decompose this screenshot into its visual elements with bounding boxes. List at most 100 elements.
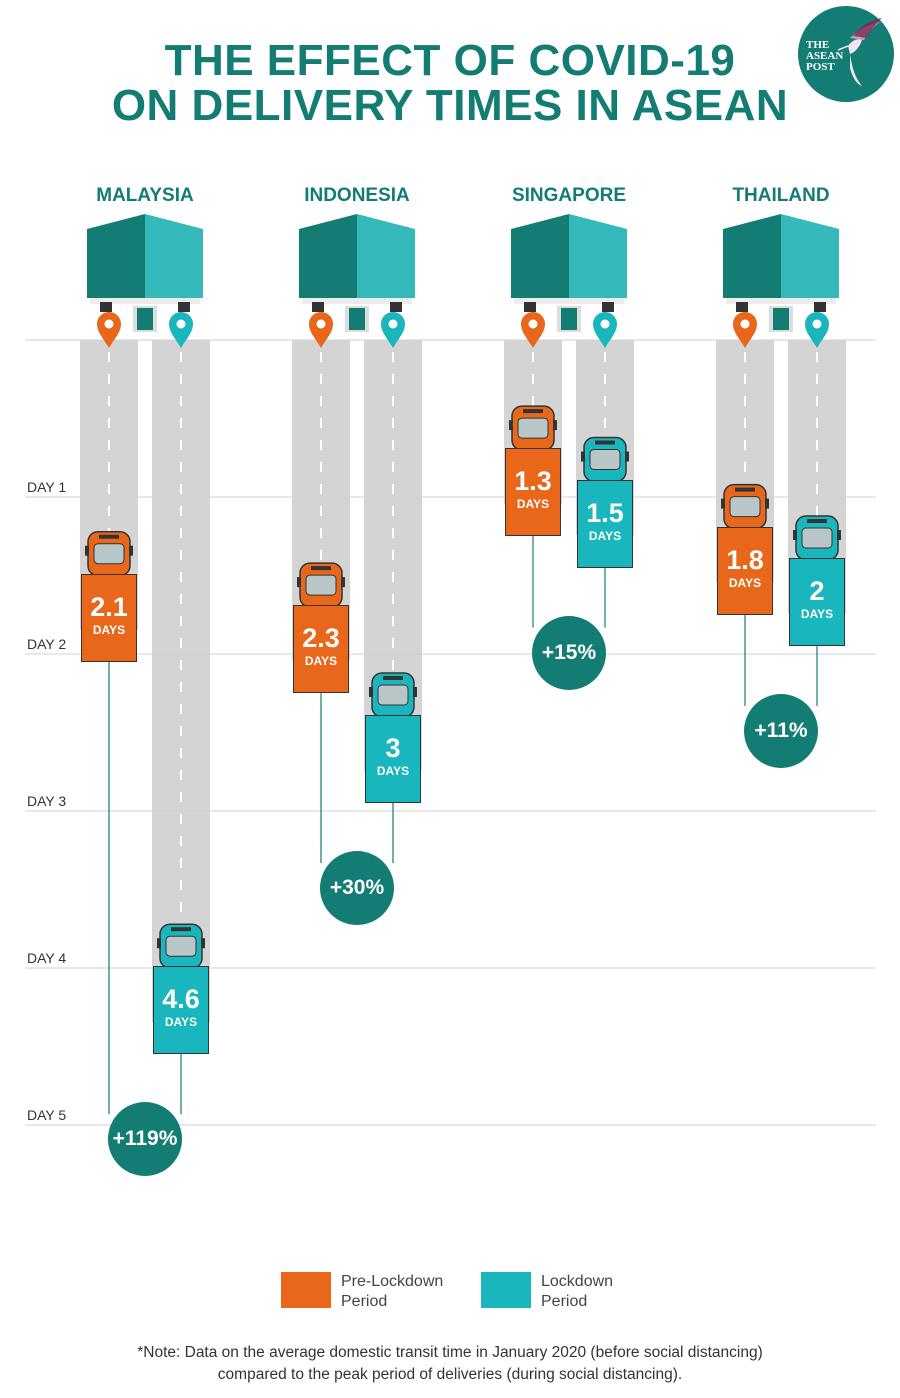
car-mirror-left	[509, 420, 513, 431]
map-pin-hole	[740, 319, 750, 329]
change-badge-singapore: +15%	[532, 615, 606, 690]
car-windshield	[377, 684, 409, 706]
change-badge-malaysia: +119%	[108, 1102, 182, 1177]
value-label: 1.8	[726, 544, 764, 575]
map-pin-shape	[521, 312, 545, 348]
warehouse-window	[390, 302, 402, 312]
map-pin-shape	[97, 312, 121, 348]
location-pin-icon-lock-indonesia	[381, 312, 405, 348]
unit-label: DAYS	[516, 497, 550, 512]
warehouse-roof-left	[723, 214, 781, 298]
value-box-lock-singapore: 1.5 DAYS	[577, 479, 633, 568]
value-label: 2.3	[302, 623, 340, 654]
car-icon-lock-indonesia	[369, 672, 417, 718]
car-windshield	[801, 527, 833, 549]
car-grille	[523, 409, 543, 414]
map-pin-shape	[169, 312, 193, 348]
warehouse-roof-right	[781, 214, 839, 298]
car-mirror-right	[553, 420, 557, 431]
car-grille	[99, 534, 119, 539]
map-pin-shape	[805, 312, 829, 348]
car-mirror-right	[625, 451, 629, 462]
legend-label-lockdown: Lockdown Period	[541, 1272, 613, 1312]
map-pin-hole	[388, 319, 398, 329]
y-tick-label: DAY 3	[27, 793, 67, 809]
legend-swatch-lockdown	[481, 1272, 531, 1308]
warehouse-window	[602, 302, 614, 312]
value-label: 2	[809, 576, 825, 606]
car-icon-pre-singapore	[509, 405, 557, 451]
value-label: 1.3	[514, 466, 552, 497]
unit-label: DAYS	[728, 575, 762, 590]
warehouse-icon-singapore	[511, 214, 627, 332]
unit-label: DAYS	[304, 654, 338, 669]
unit-label: DAYS	[800, 607, 834, 621]
warehouse-roof-right	[145, 214, 203, 298]
legend-swatch-pre-lockdown	[281, 1272, 331, 1308]
car-mirror-left	[297, 577, 301, 588]
car-grille	[595, 440, 615, 445]
map-pin-shape	[593, 312, 617, 348]
location-pin-icon-pre-malaysia	[97, 312, 121, 348]
warehouse-window	[524, 302, 536, 312]
warehouse-roof-left	[511, 214, 569, 298]
car-grille	[383, 676, 403, 680]
map-pin-hole	[812, 319, 822, 329]
value-label: 1.5	[586, 497, 624, 528]
footnote: *Note: Data on the average domestic tran…	[0, 1342, 900, 1386]
warehouse-window	[814, 302, 826, 312]
car-mirror-right	[837, 530, 841, 540]
car-grille	[807, 519, 827, 523]
warehouse-door	[773, 308, 789, 330]
value-label: 3	[385, 733, 401, 763]
legend-label-pre-lockdown: Pre-Lockdown Period	[341, 1272, 443, 1312]
map-pin-hole	[176, 319, 186, 329]
value-box-pre-indonesia: 2.3 DAYS	[293, 605, 349, 694]
title-line-1: THE EFFECT OF COVID-19	[164, 36, 736, 85]
map-pin-shape	[309, 312, 333, 348]
car-icon-pre-thailand	[721, 483, 769, 530]
country-label-singapore: SINGAPORE	[511, 185, 627, 206]
footnote-line-1: *Note: Data on the average domestic tran…	[137, 1344, 763, 1361]
car-windshield	[517, 417, 549, 439]
logo-text: THE ASEAN POST	[806, 40, 843, 73]
value-box-lock-thailand: 2 DAYS	[789, 558, 845, 646]
unit-label: DAYS	[164, 1015, 198, 1030]
country-label-indonesia: INDONESIA	[304, 185, 410, 206]
legend-pre-line-1: Pre-Lockdown	[341, 1273, 444, 1290]
car-mirror-right	[765, 498, 769, 509]
car-icon-lock-thailand	[793, 515, 841, 561]
value-box-pre-malaysia: 2.1 DAYS	[81, 573, 137, 662]
value-label: 4.6	[162, 984, 200, 1015]
car-icon-pre-malaysia	[85, 530, 133, 577]
map-pin-hole	[104, 319, 114, 329]
warehouse-icon-indonesia	[299, 214, 415, 332]
car-windshield	[589, 449, 621, 470]
map-pin-shape	[381, 312, 405, 348]
car-mirror-left	[85, 545, 89, 556]
y-tick-label: DAY 4	[27, 950, 67, 966]
car-grille	[311, 566, 331, 571]
warehouse-window	[178, 302, 190, 312]
unit-label: DAYS	[92, 622, 126, 637]
car-mirror-left	[581, 451, 585, 462]
car-windshield	[305, 574, 337, 596]
footnote-line-2: compared to the peak period of deliverie…	[217, 1366, 683, 1383]
car-windshield	[729, 496, 761, 518]
change-badge-indonesia: +30%	[320, 851, 394, 925]
car-mirror-left	[793, 530, 797, 540]
car-mirror-left	[369, 687, 373, 697]
car-mirror-right	[413, 687, 417, 697]
value-box-pre-singapore: 1.3 DAYS	[505, 448, 561, 537]
location-pin-icon-lock-thailand	[805, 312, 829, 348]
y-tick-label: DAY 2	[27, 636, 67, 652]
map-pin-hole	[316, 319, 326, 329]
car-mirror-right	[341, 577, 345, 588]
country-label-malaysia: MALAYSIA	[96, 185, 194, 206]
car-grille	[171, 927, 191, 932]
car-windshield	[93, 543, 125, 565]
title-line-2: ON DELIVERY TIMES IN ASEAN	[111, 81, 789, 130]
unit-label: DAYS	[376, 764, 410, 778]
unit-label: DAYS	[588, 528, 622, 543]
